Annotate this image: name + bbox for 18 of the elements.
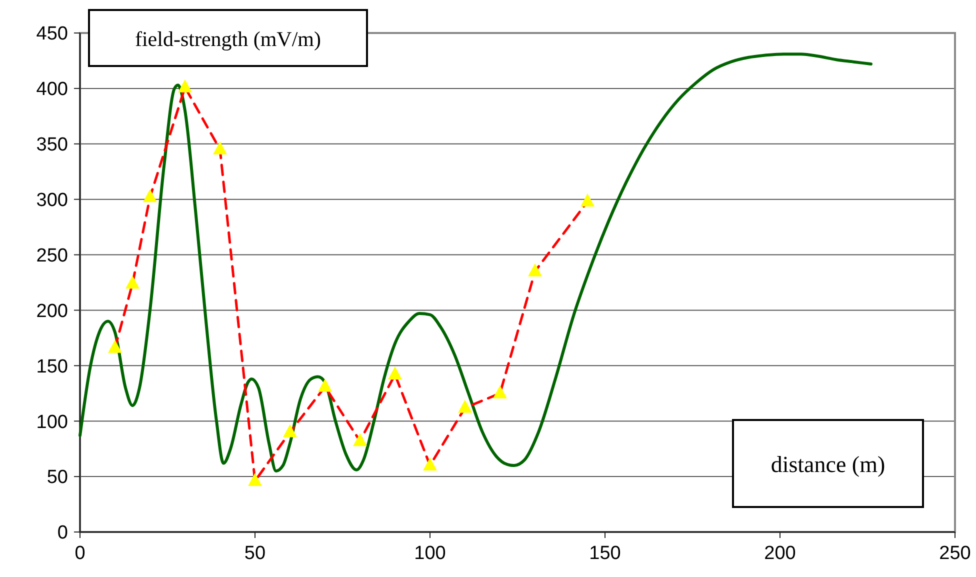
y-tick-label: 100 [36,412,68,433]
x-axis-title: distance (m) [770,452,886,477]
x-tick-label: 50 [244,543,266,564]
y-tick-label: 200 [36,300,68,322]
y-tick-label: 350 [36,134,68,156]
y-tick-label: 250 [36,245,68,266]
y-tick-label: 0 [57,522,68,544]
x-tick-label: 0 [74,543,86,564]
y-tick-label: 50 [46,467,68,488]
y-tick-label: 400 [36,79,68,100]
y-tick-label: 150 [36,356,68,378]
x-tick-label: 200 [764,543,796,564]
y-tick-label: 300 [36,190,68,211]
x-tick-label: 150 [589,543,621,564]
y-axis-title: field-strength (mV/m) [134,27,322,51]
y-tick-label: 450 [36,24,68,45]
x-tick-label: 100 [414,543,446,564]
x-tick-label: 250 [939,543,971,564]
